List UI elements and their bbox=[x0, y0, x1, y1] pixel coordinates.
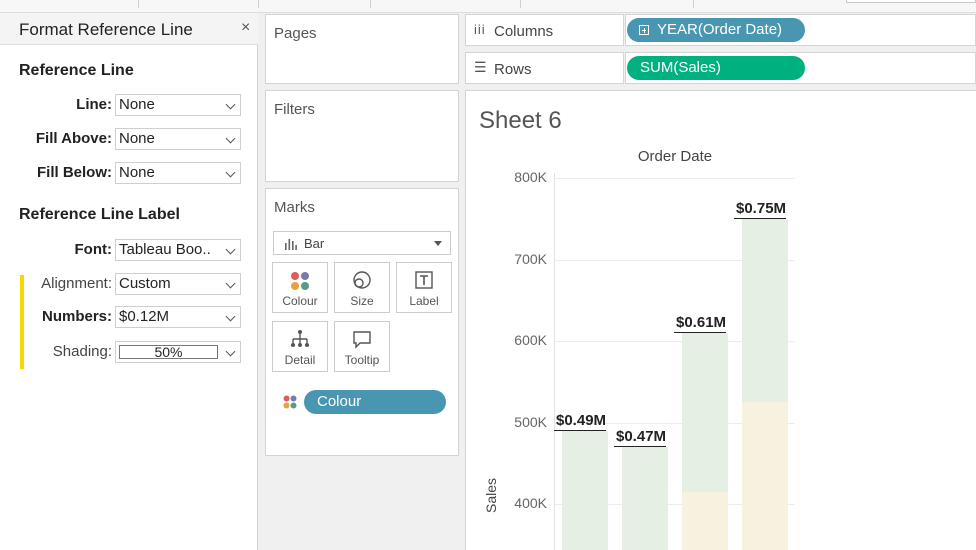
font-label: Font: bbox=[74, 241, 112, 258]
filters-card[interactable]: Filters bbox=[265, 90, 459, 182]
colour-dots-icon bbox=[283, 395, 297, 409]
year-order-date-pill[interactable]: YEAR(Order Date) bbox=[627, 18, 805, 42]
columns-label: Columns bbox=[494, 23, 554, 40]
fill-below-dropdown[interactable]: None bbox=[115, 162, 241, 184]
detail-button[interactable]: Detail bbox=[272, 321, 328, 372]
format-reference-line-panel: Format Reference Line × Reference Line L… bbox=[0, 13, 258, 550]
alignment-dropdown-value: Custom bbox=[119, 275, 171, 292]
mark-type-dropdown[interactable]: Bar bbox=[273, 231, 451, 255]
sheet-title: Sheet 6 bbox=[479, 107, 562, 134]
line-label: Line: bbox=[76, 96, 112, 113]
fill-above-label: Fill Above: bbox=[35, 130, 112, 147]
shading-swatch: 50% bbox=[119, 345, 218, 359]
shading-dropdown[interactable]: 50% bbox=[115, 341, 241, 363]
fill-below-label: Fill Below: bbox=[37, 164, 112, 181]
expand-plus-icon[interactable] bbox=[639, 25, 649, 35]
rows-shelf-label: ☰ Rows bbox=[465, 52, 624, 84]
label-button[interactable]: Label bbox=[396, 262, 452, 313]
detail-hierarchy-icon bbox=[291, 330, 309, 347]
marks-title: Marks bbox=[274, 199, 315, 216]
pages-title: Pages bbox=[274, 25, 317, 42]
colour-button-label: Colour bbox=[282, 294, 318, 308]
chevron-down-icon bbox=[225, 311, 236, 322]
filters-title: Filters bbox=[274, 101, 315, 118]
line-dropdown[interactable]: None bbox=[115, 94, 241, 116]
font-dropdown[interactable]: Tableau Boo.. bbox=[115, 239, 241, 261]
sum-sales-pill[interactable]: SUM(Sales) bbox=[627, 56, 805, 80]
numbers-label: Numbers: bbox=[41, 308, 112, 325]
rows-label: Rows bbox=[494, 61, 532, 78]
alignment-dropdown[interactable]: Custom bbox=[115, 273, 241, 295]
colour-button[interactable]: Colour bbox=[272, 262, 328, 313]
numbers-dropdown-value: $0.12M bbox=[119, 308, 170, 325]
label-button-label: Label bbox=[409, 294, 439, 308]
caret-down-icon bbox=[434, 241, 442, 246]
toolbar-strip bbox=[0, 0, 976, 13]
size-button[interactable]: Size bbox=[334, 262, 390, 313]
line-dropdown-value: None bbox=[119, 96, 155, 113]
close-icon[interactable]: × bbox=[241, 19, 251, 36]
x-axis-header: Order Date bbox=[637, 148, 713, 165]
tooltip-speech-icon bbox=[353, 331, 371, 349]
chevron-down-icon bbox=[225, 133, 236, 144]
fill-above-dropdown[interactable]: None bbox=[115, 128, 241, 150]
detail-button-label: Detail bbox=[284, 353, 316, 367]
pages-card[interactable]: Pages bbox=[265, 14, 459, 84]
rows-icon: ☰ bbox=[474, 59, 487, 75]
size-icon bbox=[353, 271, 371, 289]
y-axis-line bbox=[554, 173, 555, 550]
tooltip-button[interactable]: Tooltip bbox=[334, 321, 390, 372]
chevron-down-icon bbox=[225, 167, 236, 178]
section-title-reference-line: Reference Line bbox=[19, 62, 134, 79]
colour-dots-icon bbox=[291, 272, 309, 290]
font-dropdown-value: Tableau Boo.. bbox=[119, 241, 211, 258]
y-axis-label-text: Sales bbox=[483, 477, 499, 513]
chevron-down-icon bbox=[225, 99, 236, 110]
mark-type-value: Bar bbox=[304, 236, 325, 251]
bar-chart-icon bbox=[285, 239, 297, 250]
colour-pill[interactable]: Colour bbox=[304, 390, 446, 414]
chevron-down-icon bbox=[225, 346, 236, 357]
fill-below-dropdown-value: None bbox=[119, 164, 155, 181]
tooltip-button-label: Tooltip bbox=[344, 353, 380, 367]
fill-above-dropdown-value: None bbox=[119, 130, 155, 147]
alignment-label: Alignment: bbox=[41, 275, 112, 292]
selection-highlight-bar bbox=[20, 275, 24, 369]
columns-shelf-label: iii Columns bbox=[465, 14, 624, 46]
shading-label: Shading: bbox=[52, 343, 112, 360]
label-text-icon bbox=[415, 271, 433, 289]
columns-icon: iii bbox=[474, 22, 486, 37]
numbers-dropdown[interactable]: $0.12M bbox=[115, 306, 241, 328]
panel-title: Format Reference Line bbox=[19, 20, 193, 39]
chevron-down-icon bbox=[225, 278, 236, 289]
chevron-down-icon bbox=[225, 244, 236, 255]
size-button-label: Size bbox=[350, 294, 374, 308]
section-title-reference-line-label: Reference Line Label bbox=[19, 206, 180, 223]
toolbar-search-box[interactable] bbox=[846, 0, 976, 3]
panel-header: Format Reference Line × bbox=[0, 13, 258, 45]
